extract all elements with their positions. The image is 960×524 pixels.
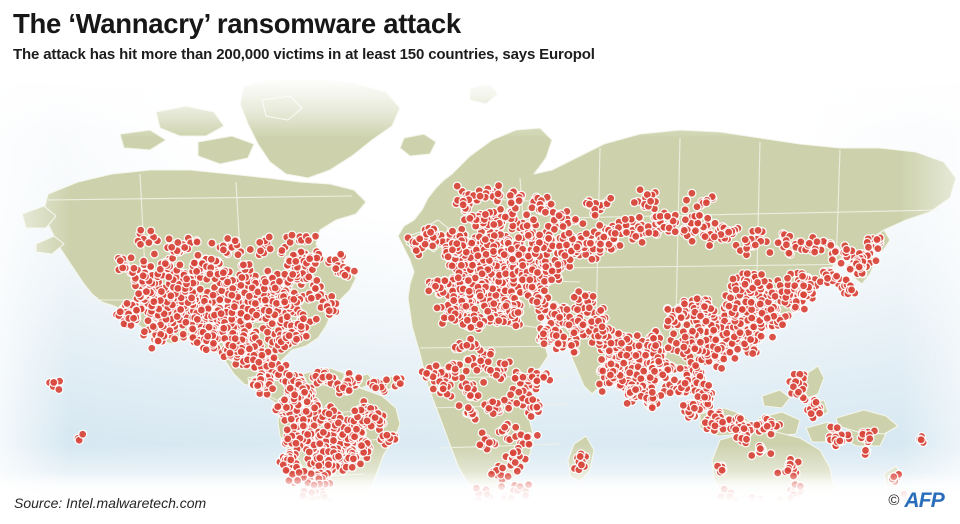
world-map [0, 78, 960, 524]
copyright-icon: © [888, 492, 900, 509]
afp-logo: AFP [904, 489, 944, 512]
page-title: The ‘Wannacry’ ransomware attack [13, 8, 461, 39]
header: The ‘Wannacry’ ransomware attack The att… [0, 0, 960, 78]
infection-dots [44, 180, 928, 524]
afp-credit: © AFP [888, 490, 944, 511]
infection-dot-layer [44, 180, 928, 524]
page-subtitle: The attack has hit more than 200,000 vic… [13, 45, 595, 63]
source-credit: Source: Intel.malwaretech.com [14, 495, 207, 511]
